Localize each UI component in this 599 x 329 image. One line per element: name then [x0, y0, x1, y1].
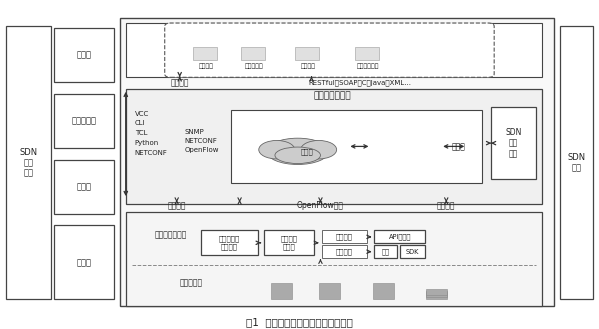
Bar: [322, 245, 367, 258]
Bar: [400, 245, 425, 258]
Text: 互操作通
信协议: 互操作通 信协议: [280, 236, 298, 250]
Text: 自动化业务编排: 自动化业务编排: [314, 91, 351, 100]
Text: OpenFlow协议: OpenFlow协议: [297, 201, 344, 210]
Text: CLI: CLI: [135, 120, 146, 126]
Text: OpenFlow: OpenFlow: [184, 147, 219, 153]
Bar: [54, 160, 114, 214]
Ellipse shape: [301, 140, 337, 159]
Text: SNMP: SNMP: [184, 129, 204, 135]
Ellipse shape: [267, 138, 329, 164]
Bar: [319, 283, 340, 299]
Bar: [374, 230, 425, 243]
Bar: [231, 110, 482, 183]
Bar: [54, 28, 114, 82]
Text: 驱动: 驱动: [382, 248, 390, 255]
Text: VCC: VCC: [135, 111, 149, 116]
Bar: [54, 225, 114, 299]
Bar: [426, 289, 447, 295]
Bar: [126, 212, 542, 306]
Text: TCL: TCL: [135, 130, 147, 136]
Bar: [201, 230, 258, 255]
Text: 物理设备抽象层: 物理设备抽象层: [155, 231, 187, 240]
Bar: [560, 26, 593, 299]
Text: API抽象层: API抽象层: [389, 234, 411, 240]
Text: SDN
控制
系统: SDN 控制 系统: [506, 128, 522, 158]
Bar: [54, 94, 114, 148]
Bar: [120, 18, 554, 306]
Text: 北向接口: 北向接口: [171, 78, 189, 88]
Bar: [6, 26, 51, 299]
Text: SDN
管理: SDN 管理: [567, 153, 586, 172]
Bar: [126, 89, 542, 204]
Text: NETCONF: NETCONF: [184, 138, 217, 144]
Bar: [374, 245, 397, 258]
Text: 转发层: 转发层: [76, 258, 92, 267]
Text: SDK: SDK: [406, 249, 419, 255]
Text: 多媒体业务: 多媒体业务: [245, 63, 264, 69]
Text: 南向接口: 南向接口: [168, 201, 186, 210]
Bar: [241, 47, 265, 60]
Text: 业务编排层: 业务编排层: [71, 116, 96, 125]
Text: 图1  软件定义灾备中心组网体系架构: 图1 软件定义灾备中心组网体系架构: [246, 317, 353, 327]
Text: 视频业务: 视频业务: [301, 63, 316, 69]
Bar: [193, 47, 217, 60]
Text: 交换接口: 交换接口: [335, 248, 353, 255]
Bar: [355, 47, 379, 60]
Text: 物理设备层: 物理设备层: [180, 278, 203, 288]
Text: 设备接口: 设备接口: [335, 234, 353, 240]
Text: RESTful、SOAP、C、Java、XML...: RESTful、SOAP、C、Java、XML...: [308, 80, 411, 86]
Bar: [264, 230, 314, 255]
Ellipse shape: [275, 147, 320, 164]
Bar: [426, 292, 447, 299]
Text: Python: Python: [135, 140, 159, 146]
Text: NETCONF: NETCONF: [135, 150, 168, 156]
Text: 应用层: 应用层: [76, 51, 92, 60]
Ellipse shape: [259, 140, 295, 159]
Text: 其他电力业务: 其他电力业务: [357, 63, 380, 69]
Text: 控制云: 控制云: [300, 148, 313, 155]
Text: 控制层: 控制层: [76, 182, 92, 191]
Text: 控制层: 控制层: [451, 142, 465, 151]
Bar: [491, 107, 536, 179]
Bar: [271, 283, 292, 299]
Bar: [322, 230, 367, 243]
Bar: [295, 47, 319, 60]
Text: 其他协议: 其他协议: [437, 201, 455, 210]
FancyBboxPatch shape: [165, 23, 494, 77]
Text: 虚拟交换机
核心模块: 虚拟交换机 核心模块: [219, 236, 240, 250]
Text: 语音业务: 语音业务: [199, 63, 214, 69]
Text: SDN
体系
架构: SDN 体系 架构: [19, 148, 38, 178]
Bar: [373, 283, 394, 299]
Bar: [426, 291, 447, 297]
Bar: [126, 23, 542, 77]
